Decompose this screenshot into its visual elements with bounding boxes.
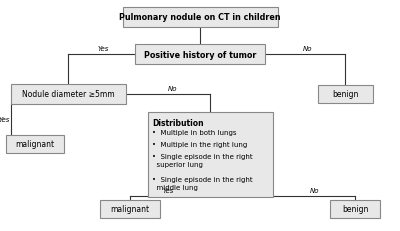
Text: No: No (310, 187, 320, 193)
Text: malignant: malignant (110, 205, 150, 214)
Text: Positive history of tumor: Positive history of tumor (144, 50, 256, 59)
FancyBboxPatch shape (10, 85, 126, 105)
Text: •  Single episode in the right
  superior lung: • Single episode in the right superior l… (152, 154, 253, 167)
Text: Nodule diameter ≥5mm: Nodule diameter ≥5mm (22, 90, 114, 99)
FancyBboxPatch shape (100, 200, 160, 218)
FancyBboxPatch shape (135, 45, 265, 65)
Text: No: No (168, 86, 178, 92)
Text: benign: benign (332, 90, 358, 99)
Text: Pulmonary nodule on CT in children: Pulmonary nodule on CT in children (119, 13, 281, 22)
Text: malignant: malignant (16, 140, 54, 149)
Text: No: No (303, 46, 313, 52)
Text: Distribution: Distribution (152, 119, 204, 128)
Text: Yes: Yes (162, 187, 174, 193)
FancyBboxPatch shape (6, 135, 64, 153)
FancyBboxPatch shape (122, 8, 278, 28)
Text: •  Multiple in the right lung: • Multiple in the right lung (152, 142, 248, 148)
Text: •  Single episode in the right
  middle lung: • Single episode in the right middle lun… (152, 177, 253, 190)
FancyBboxPatch shape (330, 200, 380, 218)
FancyBboxPatch shape (148, 112, 272, 197)
Text: Yes: Yes (0, 116, 10, 122)
FancyBboxPatch shape (318, 86, 372, 103)
Text: Yes: Yes (97, 46, 109, 52)
Text: •  Multiple in both lungs: • Multiple in both lungs (152, 130, 237, 136)
Text: benign: benign (342, 205, 368, 214)
